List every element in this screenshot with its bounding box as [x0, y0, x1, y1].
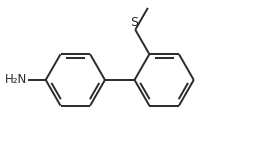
Text: H₂N: H₂N	[5, 73, 27, 86]
Text: S: S	[130, 16, 138, 29]
